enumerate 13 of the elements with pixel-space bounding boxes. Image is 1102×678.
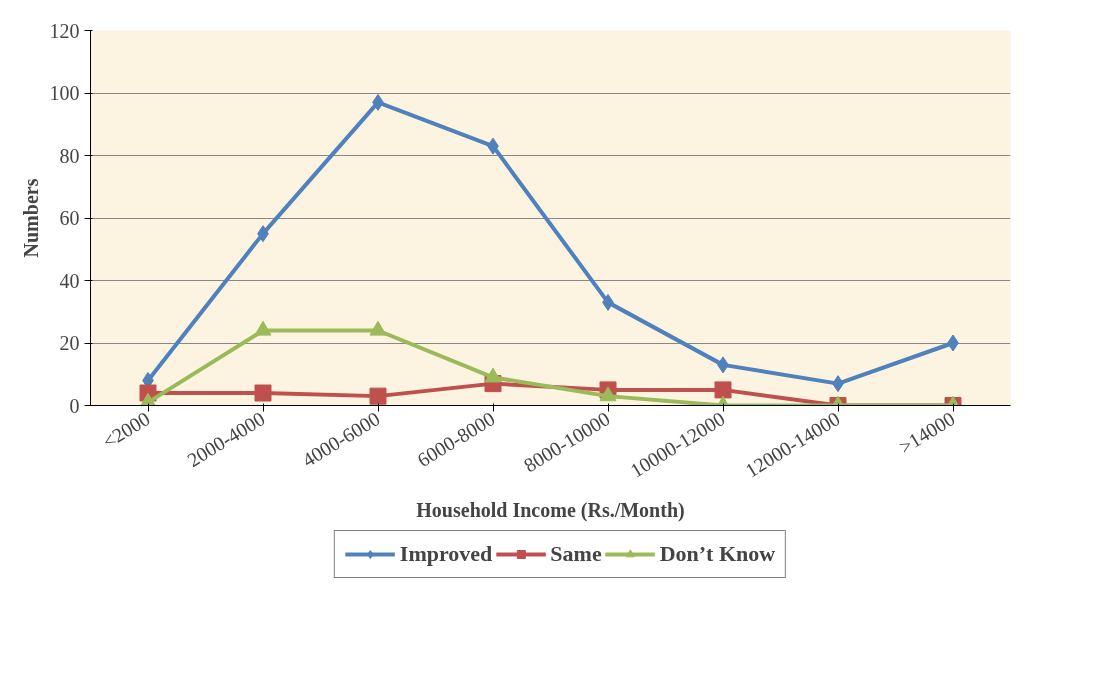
y-tick-label: 0 [69,394,80,417]
legend-label: Same [550,541,602,567]
y-tick-label: 20 [59,332,80,354]
y-tick-label: 80 [59,144,80,167]
x-tick-label: <2000 [98,407,154,453]
y-axis-title: Numbers [19,178,42,258]
legend-label: Improved [399,541,493,567]
x-axis-title: Household Income (Rs./Month) [416,499,685,523]
y-tick-label: 60 [59,207,80,229]
legend-label: Don’t Know [659,541,776,567]
y-tick-label: 100 [49,82,80,104]
y-tick-label: 40 [59,269,80,292]
y-tick-label: 120 [49,19,80,42]
